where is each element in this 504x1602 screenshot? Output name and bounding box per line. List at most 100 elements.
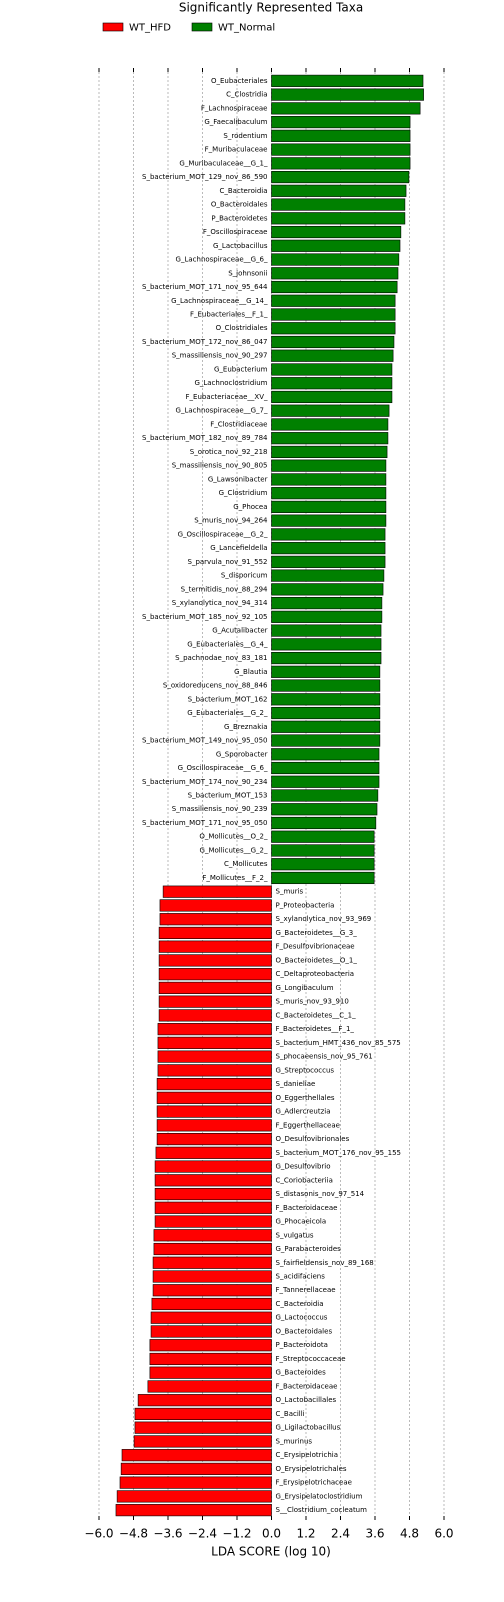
bar bbox=[150, 1325, 272, 1338]
category-label: S_bacterium_MOT_182_nov_89_784 bbox=[142, 434, 268, 442]
category-label: S__Clostridium_cocleatum bbox=[276, 1506, 368, 1514]
x-tick-label: −6.0 bbox=[84, 1527, 113, 1541]
category-label: F_Eubacteriales__F_1_ bbox=[190, 311, 268, 319]
bar bbox=[271, 212, 406, 225]
category-label: G_Bacteroides bbox=[276, 1369, 327, 1377]
chart-title: Significantly Represented Taxa bbox=[179, 1, 363, 15]
bar bbox=[154, 1201, 272, 1214]
bar bbox=[158, 995, 272, 1008]
bar bbox=[271, 116, 411, 129]
bar bbox=[271, 706, 381, 720]
category-label: F_Eggerthellaceae bbox=[276, 1121, 340, 1129]
bar bbox=[271, 404, 390, 417]
bar bbox=[271, 308, 396, 321]
category-label: G_Lancefieldella bbox=[210, 544, 267, 552]
bar bbox=[158, 940, 272, 953]
bar bbox=[153, 1242, 272, 1256]
category-label: O_Mollicutes__O_2_ bbox=[199, 833, 268, 841]
bar bbox=[271, 803, 378, 816]
bar bbox=[271, 363, 393, 376]
category-label: G_Erysipelatoclostridium bbox=[276, 1492, 363, 1500]
bar bbox=[271, 761, 380, 775]
category-label: S_muris_nov_94_264 bbox=[194, 517, 268, 525]
x-tick-label: 2.4 bbox=[331, 1527, 350, 1541]
bar bbox=[271, 830, 375, 843]
category-label: G_Lachnospiraceae__G_14_ bbox=[171, 297, 268, 305]
category-label: S_bacterium_MOT_176_nov_95_155 bbox=[276, 1149, 401, 1157]
category-label: S_parvula_nov_91_552 bbox=[188, 558, 268, 566]
bar bbox=[154, 1160, 272, 1173]
bar bbox=[154, 1174, 272, 1187]
bar bbox=[271, 734, 381, 747]
category-label: F_Lachnospiraceae bbox=[201, 104, 268, 112]
category-label: O_Lactobacillales bbox=[276, 1396, 337, 1404]
category-label: S_danieliae bbox=[276, 1080, 316, 1088]
category-label: O_Eubacteriales bbox=[211, 77, 268, 85]
category-label: C_Erysipelotrichia bbox=[276, 1451, 339, 1459]
category-label: G_Streptococcus bbox=[276, 1066, 335, 1074]
bar bbox=[121, 1449, 272, 1462]
x-tick-label: −1.2 bbox=[222, 1527, 251, 1541]
category-label: G_Sporobacter bbox=[216, 750, 268, 758]
category-label: S_xylanolytica_nov_94_314 bbox=[172, 599, 268, 607]
category-label: G_Phocea bbox=[233, 503, 267, 511]
legend-label: WT_HFD bbox=[129, 23, 171, 34]
category-label: F_Oscillospiraceae bbox=[203, 228, 268, 236]
x-tick-label: 4.8 bbox=[400, 1527, 419, 1541]
bar bbox=[271, 789, 379, 802]
category-label: O_Desulfovibrionales bbox=[276, 1135, 350, 1143]
category-label: S_muris_nov_93_910 bbox=[276, 998, 349, 1006]
category-label: S_vulgatus bbox=[276, 1231, 314, 1239]
bar bbox=[271, 349, 394, 362]
bar bbox=[157, 1064, 272, 1077]
bar bbox=[271, 157, 411, 170]
category-label: G_Eubacteriales__G_2_ bbox=[187, 709, 268, 717]
bar bbox=[271, 280, 398, 294]
bar bbox=[151, 1297, 272, 1311]
bar bbox=[271, 377, 393, 390]
category-label: S_oxidoreducens_nov_88_846 bbox=[163, 682, 268, 690]
bar bbox=[156, 1132, 272, 1146]
category-label: F_Eubacteriaceae__XV_ bbox=[186, 393, 268, 401]
category-label: S_acidifaciens bbox=[276, 1273, 326, 1281]
category-label: O_Bacteroidales bbox=[276, 1327, 333, 1335]
category-label: O_Clostridiales bbox=[216, 324, 268, 332]
category-label: S_massiliensis_nov_90_297 bbox=[172, 352, 268, 360]
bar bbox=[156, 1078, 272, 1091]
bar bbox=[149, 1366, 272, 1379]
category-label: G_Lactobacillus bbox=[213, 242, 268, 250]
bar bbox=[134, 1421, 272, 1434]
bar bbox=[271, 102, 421, 115]
category-label: S_phocaeensis_nov_95_761 bbox=[276, 1053, 373, 1061]
bar bbox=[271, 459, 387, 472]
bar bbox=[119, 1476, 272, 1489]
bar bbox=[271, 198, 406, 211]
bar bbox=[271, 871, 375, 885]
bar bbox=[271, 445, 388, 459]
x-tick-label: 3.6 bbox=[365, 1527, 384, 1541]
category-label: S_rodentium bbox=[223, 132, 267, 140]
category-label: S_massiliensis_nov_90_805 bbox=[172, 462, 268, 470]
category-label: S_disporicum bbox=[221, 572, 268, 580]
bar bbox=[271, 816, 377, 830]
bar bbox=[271, 555, 386, 568]
category-label: G_Lactococcus bbox=[276, 1314, 328, 1322]
category-label: P_Bacteroidetes bbox=[211, 214, 267, 222]
category-label: G_Oscillospiraceae__G_2_ bbox=[178, 530, 268, 538]
bar bbox=[154, 1187, 272, 1201]
bar bbox=[271, 597, 383, 610]
bar bbox=[271, 253, 400, 266]
bar bbox=[152, 1256, 272, 1269]
category-label: S_bacterium_HMT_436_nov_85_575 bbox=[276, 1039, 401, 1047]
bar bbox=[271, 569, 385, 582]
bar bbox=[271, 679, 381, 692]
bar bbox=[152, 1270, 272, 1283]
bar bbox=[271, 322, 396, 335]
bar bbox=[271, 418, 389, 431]
category-label: C_Bacilli bbox=[276, 1410, 305, 1418]
bar bbox=[271, 129, 411, 142]
bar bbox=[271, 88, 424, 101]
bar bbox=[271, 542, 386, 555]
bar bbox=[156, 1119, 272, 1132]
